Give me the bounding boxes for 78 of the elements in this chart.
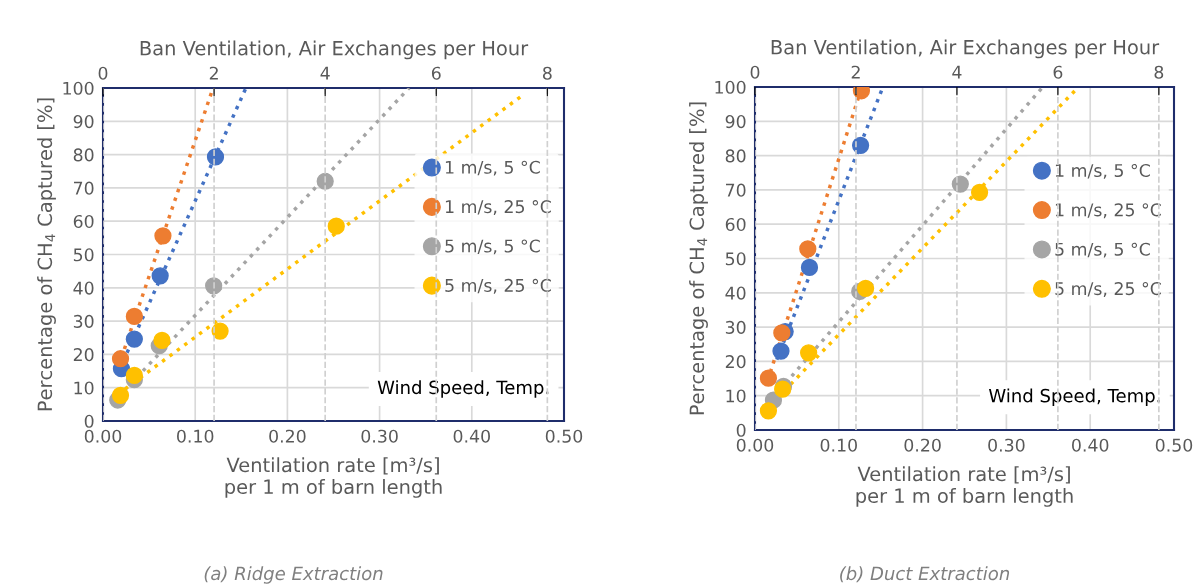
y-tick-label: 60 <box>73 214 94 229</box>
y-tick-label: 70 <box>726 183 746 197</box>
point <box>111 350 130 368</box>
x2-tick-label: 6 <box>431 66 441 80</box>
x-axis-title: Ventilation rate [m³/s] per 1 m of barn length <box>856 466 1073 507</box>
point <box>111 386 130 404</box>
y-tick-label: 0 <box>736 423 746 437</box>
y-axis-title: Percentage of CH$_{4}$ Captured [%] <box>689 102 708 415</box>
y-tick-label: 90 <box>73 115 94 129</box>
y-tick-label: 0 <box>84 414 94 428</box>
point <box>327 217 345 235</box>
x2-tick-label: 6 <box>1053 65 1063 79</box>
y-tick-label: 50 <box>73 248 94 262</box>
x2-tick-label: 8 <box>542 66 552 80</box>
y-tick-label: 10 <box>74 381 94 395</box>
x2-tick-label: 0 <box>98 66 108 80</box>
y-tick-label: 40 <box>725 286 746 300</box>
x-tick-label: 0.00 <box>736 438 774 452</box>
point <box>153 331 171 350</box>
legend-title: Wind Speed, Temp. <box>377 380 549 398</box>
y-tick-label: 40 <box>73 281 94 295</box>
y-tick-label: 100 <box>715 80 746 94</box>
point <box>151 267 169 285</box>
x-tick-label: 0.10 <box>820 438 857 452</box>
point <box>125 366 143 384</box>
y-tick-label: 60 <box>725 217 746 232</box>
y-tick-label: 20 <box>73 348 94 362</box>
y-tick-label: 80 <box>725 149 746 163</box>
legend-label: 1 m/s, 25 °C <box>445 200 551 215</box>
x2-tick-label: 0 <box>750 65 760 79</box>
x-tick-label: 0.50 <box>1155 438 1193 452</box>
legend-label: 1 m/s, 5 °C <box>1055 163 1150 179</box>
y-tick-label: 30 <box>725 320 746 334</box>
point <box>800 344 818 362</box>
x-tick-label: 0.30 <box>361 429 398 443</box>
x2-axis-title: Ban Ventilation, Air Exchanges per Hour <box>771 39 1160 59</box>
y-tick-label: 70 <box>74 181 94 195</box>
point <box>125 330 143 348</box>
x2-tick-label: 4 <box>952 65 962 79</box>
point <box>800 258 819 277</box>
y-tick-label: 20 <box>725 355 746 369</box>
point <box>154 227 172 245</box>
x-tick-label: 0.50 <box>545 429 583 443</box>
point <box>799 240 817 258</box>
point <box>772 342 790 360</box>
x-tick-label: 0.30 <box>988 438 1025 452</box>
x-tick-label: 0.40 <box>1072 438 1109 452</box>
y-tick-label: 50 <box>725 252 746 266</box>
y-tick-label: 30 <box>73 314 94 328</box>
y-tick-label: 90 <box>725 115 746 129</box>
y-tick-label: 80 <box>73 148 94 162</box>
x-tick-label: 0.20 <box>904 438 941 452</box>
point <box>851 136 870 154</box>
legend-label: 5 m/s, 5 °C <box>1055 242 1150 258</box>
x-axis-title: Ventilation rate [m³/s] per 1 m of barn length <box>225 457 442 498</box>
point <box>125 307 143 326</box>
x-tick-label: 0.00 <box>84 429 122 443</box>
x-tick-label: 0.20 <box>269 429 306 443</box>
y-tick-label: 10 <box>726 389 746 403</box>
point <box>759 402 778 420</box>
x-tick-label: 0.10 <box>177 429 214 443</box>
text: (a) Ridge Extraction <box>204 566 383 584</box>
text: (b) Duct Extraction <box>840 566 1010 583</box>
legend-label: 5 m/s, 25 °C <box>445 278 551 294</box>
x2-tick-label: 4 <box>320 66 330 80</box>
point <box>857 279 875 297</box>
point <box>759 369 778 387</box>
legend-label: 1 m/s, 5 °C <box>445 160 540 176</box>
x2-tick-label: 2 <box>209 66 218 80</box>
point <box>970 183 989 201</box>
legend-title: Wind Speed, Temp. <box>988 388 1160 406</box>
x2-tick-label: 2 <box>851 65 860 79</box>
legend-label: 5 m/s, 5 °C <box>445 239 540 255</box>
y-tick-label: 100 <box>63 81 94 95</box>
x-tick-label: 0.40 <box>453 429 490 443</box>
y-axis-title: Percentage of CH$_{4}$ Captured [%] <box>37 98 56 411</box>
x2-tick-label: 8 <box>1154 65 1164 79</box>
x2-axis-title: Ban Ventilation, Air Exchanges per Hour <box>140 40 529 60</box>
